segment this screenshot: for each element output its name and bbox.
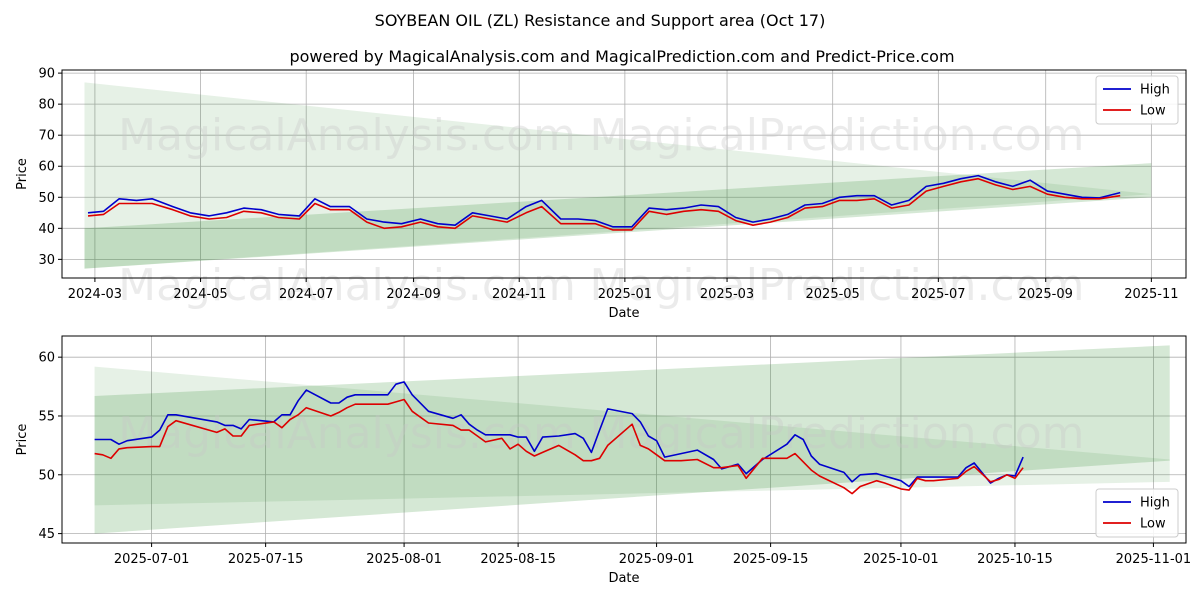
x-axis: 2024-03 2024-05 2024-07 2024-09 2024-11 2025-… (68, 278, 1179, 302)
x-axis-label: Date (608, 306, 639, 321)
bands (94, 345, 1170, 534)
support-band (94, 345, 1170, 534)
y-tick-label: 30 (38, 253, 55, 268)
series-line-high (87, 174, 1121, 228)
x-tick-label: 2025-07-01 (114, 552, 190, 567)
watermark-text: MagicalPrediction.com (590, 260, 1085, 311)
x-tick-label: 2024-03 (68, 287, 122, 302)
legend-label-high: High (1140, 83, 1170, 98)
series-line-high (94, 381, 1024, 488)
grid-lines (62, 336, 1186, 543)
x-tick-label: 2025-05 (806, 287, 860, 302)
y-tick-label: 45 (38, 527, 55, 542)
x-tick-label: 2025-08-15 (480, 552, 556, 567)
x-tick-label: 2025-08-01 (366, 552, 442, 567)
x-tick-label: 2025-09-15 (733, 552, 809, 567)
series (94, 381, 1024, 495)
legend-label-low: Low (1140, 104, 1166, 119)
chart-title: SOYBEAN OIL (ZL) Resistance and Support … (375, 11, 826, 30)
x-tick-label: 2024-09 (386, 287, 440, 302)
y-tick-label: 50 (38, 191, 55, 206)
x-tick-label: 2024-05 (173, 287, 227, 302)
x-tick-label: 2024-11 (492, 287, 546, 302)
x-tick-label: 2025-07-15 (228, 552, 304, 567)
x-tick-label: 2024-07 (279, 287, 333, 302)
y-tick-label: 60 (38, 160, 55, 175)
y-axis: 45 50 55 60 (38, 351, 62, 542)
watermark-text: MagicalAnalysis.com (118, 110, 576, 161)
x-tick-label: 2025-03 (700, 287, 754, 302)
legend-label-high: High (1140, 496, 1170, 511)
series-line-low (87, 177, 1121, 231)
bottom-plot: MagicalAnalysis.com MagicalPrediction.com… (15, 335, 1191, 586)
y-tick-label: 60 (38, 351, 55, 366)
watermarks: MagicalAnalysis.com MagicalPrediction.com (118, 408, 1084, 459)
chart-subtitle: powered by MagicalAnalysis.com and Magic… (289, 47, 954, 66)
watermarks: MagicalAnalysis.com MagicalPrediction.com… (118, 110, 1084, 311)
watermark-text: MagicalAnalysis.com (118, 260, 576, 311)
y-tick-label: 55 (38, 409, 55, 424)
support-band (84, 163, 1152, 269)
x-axis: 2025-07-01 2025-07-15 2025-08-01 2025-08-15… (114, 543, 1191, 567)
x-tick-label: 2025-10-01 (863, 552, 939, 567)
legend-label-low: Low (1140, 517, 1166, 532)
y-axis: 30 40 50 60 70 80 90 (38, 67, 62, 268)
y-tick-label: 50 (38, 468, 55, 483)
plot-frame (61, 335, 1187, 544)
x-tick-label: 2025-10-15 (977, 552, 1053, 567)
top-plot: MagicalAnalysis.com MagicalPrediction.com… (15, 67, 1187, 321)
x-tick-label: 2025-01 (598, 287, 652, 302)
bands (84, 82, 1152, 269)
y-axis-label: Price (15, 424, 30, 456)
y-tick-label: 90 (38, 67, 55, 82)
legend: High Low (1095, 488, 1179, 538)
watermark-text: MagicalPrediction.com (590, 408, 1085, 459)
y-tick-label: 80 (38, 98, 55, 113)
y-tick-label: 70 (38, 129, 55, 144)
plot-frame (61, 69, 1187, 279)
watermark-text: MagicalPrediction.com (590, 110, 1085, 161)
series-line-low (94, 398, 1024, 495)
y-tick-label: 40 (38, 222, 55, 237)
x-tick-label: 2025-11-01 (1116, 552, 1192, 567)
x-axis-label: Date (608, 571, 639, 586)
legend: High Low (1095, 75, 1179, 125)
x-tick-label: 2025-09 (1019, 287, 1073, 302)
grid-lines (62, 70, 1186, 278)
x-tick-label: 2025-11 (1124, 287, 1178, 302)
y-axis-label: Price (15, 158, 30, 190)
resistance-band (84, 82, 1152, 269)
watermark-text: MagicalAnalysis.com (118, 408, 576, 459)
x-tick-label: 2025-07 (911, 287, 965, 302)
series (87, 174, 1121, 231)
x-tick-label: 2025-09-01 (619, 552, 695, 567)
legend-box (1095, 488, 1179, 538)
resistance-band (94, 366, 1170, 506)
legend-box (1095, 75, 1179, 125)
